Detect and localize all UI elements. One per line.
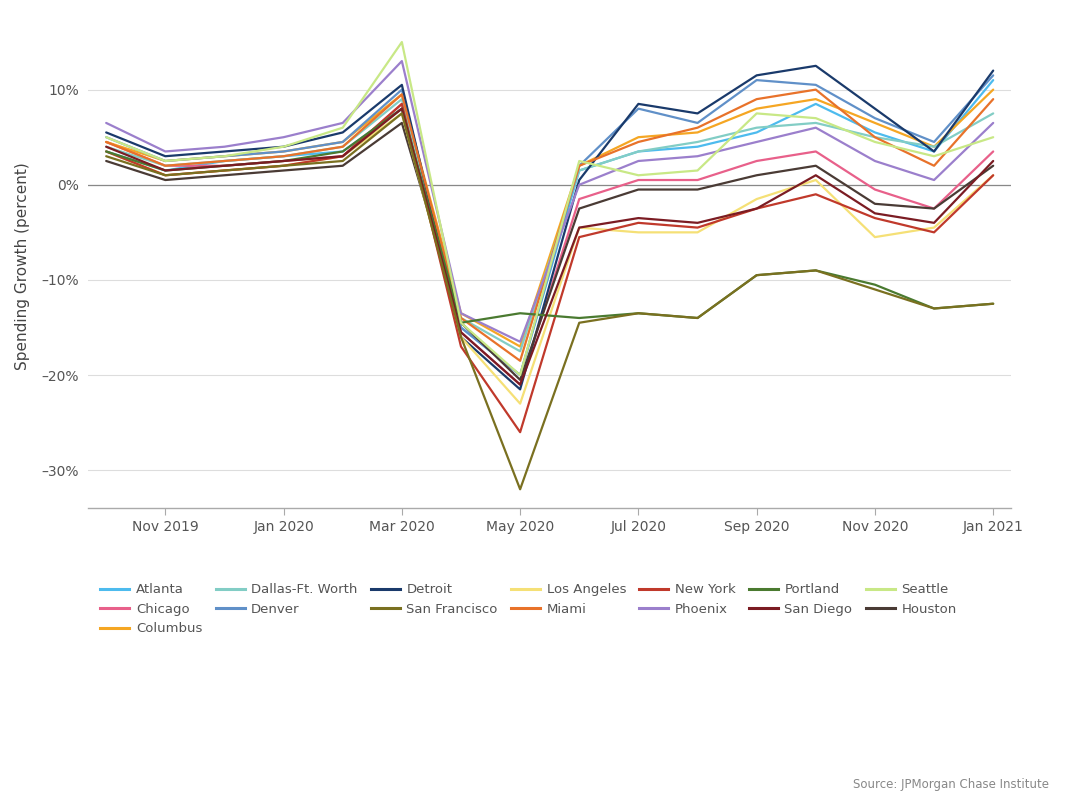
Y-axis label: Spending Growth (percent): Spending Growth (percent) bbox=[15, 162, 30, 369]
Legend: Atlanta, Chicago, Columbus, Dallas-Ft. Worth, Denver, Detroit, San Francisco, Lo: Atlanta, Chicago, Columbus, Dallas-Ft. W… bbox=[95, 578, 962, 641]
Text: Source: JPMorgan Chase Institute: Source: JPMorgan Chase Institute bbox=[853, 779, 1049, 791]
